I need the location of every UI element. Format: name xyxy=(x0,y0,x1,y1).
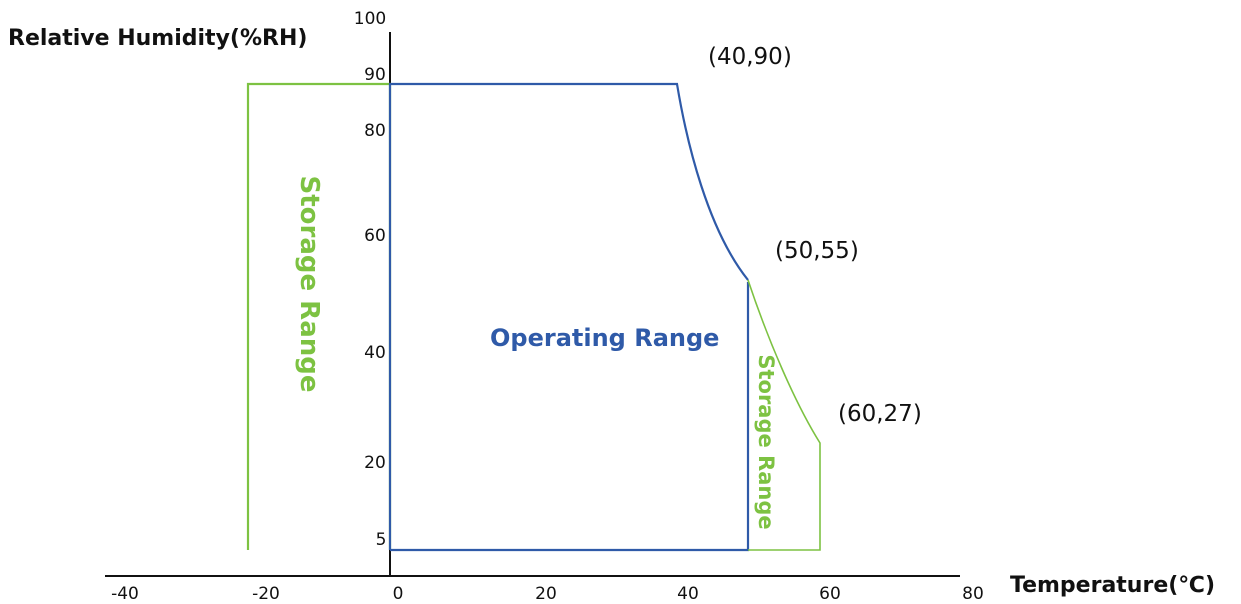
x-tick-label: -20 xyxy=(252,584,280,604)
operating-range-label: Operating Range xyxy=(490,324,719,352)
y-tick-label: 60 xyxy=(364,226,386,246)
x-axis-title: Temperature(℃) xyxy=(1010,573,1215,598)
point-label-60-27: (60,27) xyxy=(838,401,922,427)
y-tick-label: 90 xyxy=(364,65,386,85)
y-tick-label: 5 xyxy=(376,530,387,550)
x-tick-label: 20 xyxy=(535,584,557,604)
y-tick-label: 100 xyxy=(354,9,386,29)
point-label-50-55: (50,55) xyxy=(775,238,859,264)
y-tick-label: 40 xyxy=(364,343,386,363)
x-tick-label: 60 xyxy=(819,584,841,604)
x-tick-label: 80 xyxy=(962,584,984,604)
y-tick-label: 80 xyxy=(364,121,386,141)
y-tick-label: 20 xyxy=(364,453,386,473)
x-tick-label: -40 xyxy=(111,584,139,604)
storage-range-right-label: Storage Range xyxy=(754,354,778,529)
storage-range-left-label: Storage Range xyxy=(294,175,324,392)
storage-range-right-outline xyxy=(747,279,821,551)
x-tick-label: 40 xyxy=(677,584,699,604)
operating-range-outline xyxy=(388,82,750,552)
point-label-40-90: (40,90) xyxy=(708,44,792,70)
y-axis-title: Relative Humidity(%RH) xyxy=(8,26,307,51)
x-tick-label: 0 xyxy=(393,584,404,604)
